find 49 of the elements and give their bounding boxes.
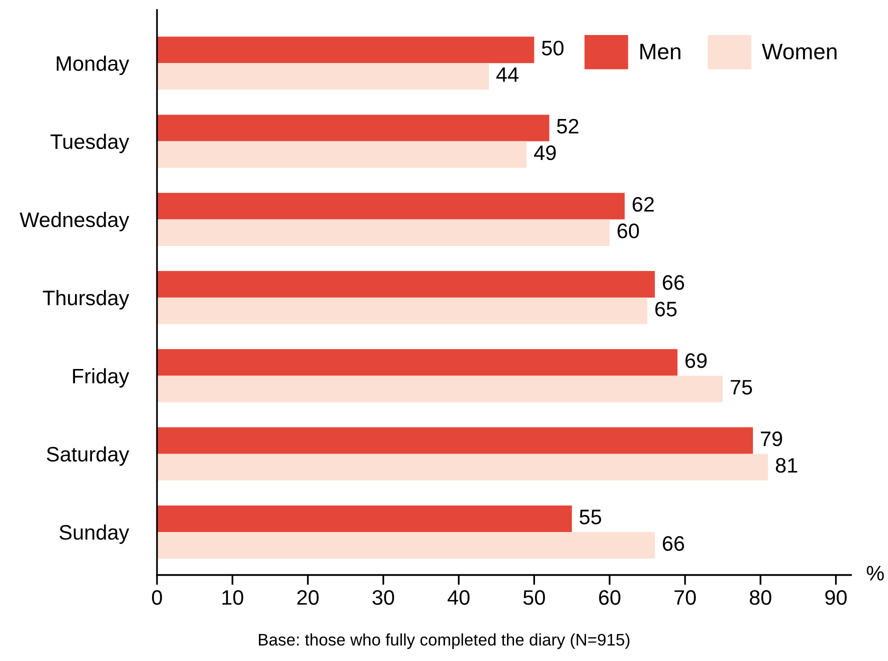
y-tick-label: Monday bbox=[56, 56, 130, 76]
data-label: 81 bbox=[776, 458, 798, 473]
bar bbox=[157, 141, 527, 168]
bar bbox=[157, 349, 678, 376]
data-label: 79 bbox=[760, 431, 782, 446]
legend-label: Men bbox=[640, 44, 680, 60]
text: Base: those who fully completed the diary (N=915) bbox=[258, 633, 630, 649]
x-tick-label: 0 bbox=[152, 590, 162, 605]
data-label: 50 bbox=[542, 40, 564, 56]
x-tick-label: 10 bbox=[222, 590, 244, 605]
x-tick-label: 80 bbox=[750, 590, 772, 605]
bar bbox=[157, 427, 753, 454]
y-tick-label: Friday bbox=[73, 368, 130, 388]
data-label: 75 bbox=[730, 380, 752, 395]
data-label: 66 bbox=[662, 536, 684, 551]
x-tick-label: 60 bbox=[599, 590, 620, 605]
y-tick-label: Sunday bbox=[60, 524, 130, 544]
x-tick-label: 50 bbox=[523, 590, 545, 605]
x-tick-label: 30 bbox=[372, 590, 394, 605]
legend-label: Women bbox=[762, 44, 836, 60]
data-label: 55 bbox=[580, 510, 602, 524]
y-tick-label: Wednesday bbox=[20, 212, 130, 232]
bar bbox=[157, 271, 655, 298]
bar bbox=[157, 505, 572, 532]
bar bbox=[157, 192, 625, 220]
bar bbox=[157, 36, 534, 64]
bar bbox=[157, 219, 610, 246]
data-label: 52 bbox=[557, 118, 578, 134]
bar bbox=[157, 376, 723, 402]
data-label: 60 bbox=[618, 224, 639, 238]
y-tick-label: Tuesday bbox=[50, 134, 130, 154]
bar bbox=[157, 298, 648, 324]
x-axis-title: % bbox=[866, 566, 884, 581]
data-label: 49 bbox=[534, 145, 556, 160]
bar bbox=[157, 114, 550, 142]
x-tick-label: 90 bbox=[825, 590, 847, 605]
x-tick-label: 70 bbox=[674, 590, 696, 605]
y-tick-label: Saturday bbox=[46, 446, 130, 466]
x-tick-label: 20 bbox=[297, 590, 319, 605]
data-label: 62 bbox=[632, 196, 654, 212]
y-tick-label: Thursday bbox=[42, 290, 130, 310]
data-label: 69 bbox=[686, 353, 707, 368]
bar bbox=[157, 532, 655, 559]
x-tick-label: 40 bbox=[448, 590, 470, 605]
data-label: 66 bbox=[662, 275, 684, 290]
bar bbox=[157, 63, 489, 90]
data-label: 65 bbox=[655, 302, 677, 316]
bar bbox=[157, 454, 768, 480]
data-label: 44 bbox=[496, 67, 518, 82]
